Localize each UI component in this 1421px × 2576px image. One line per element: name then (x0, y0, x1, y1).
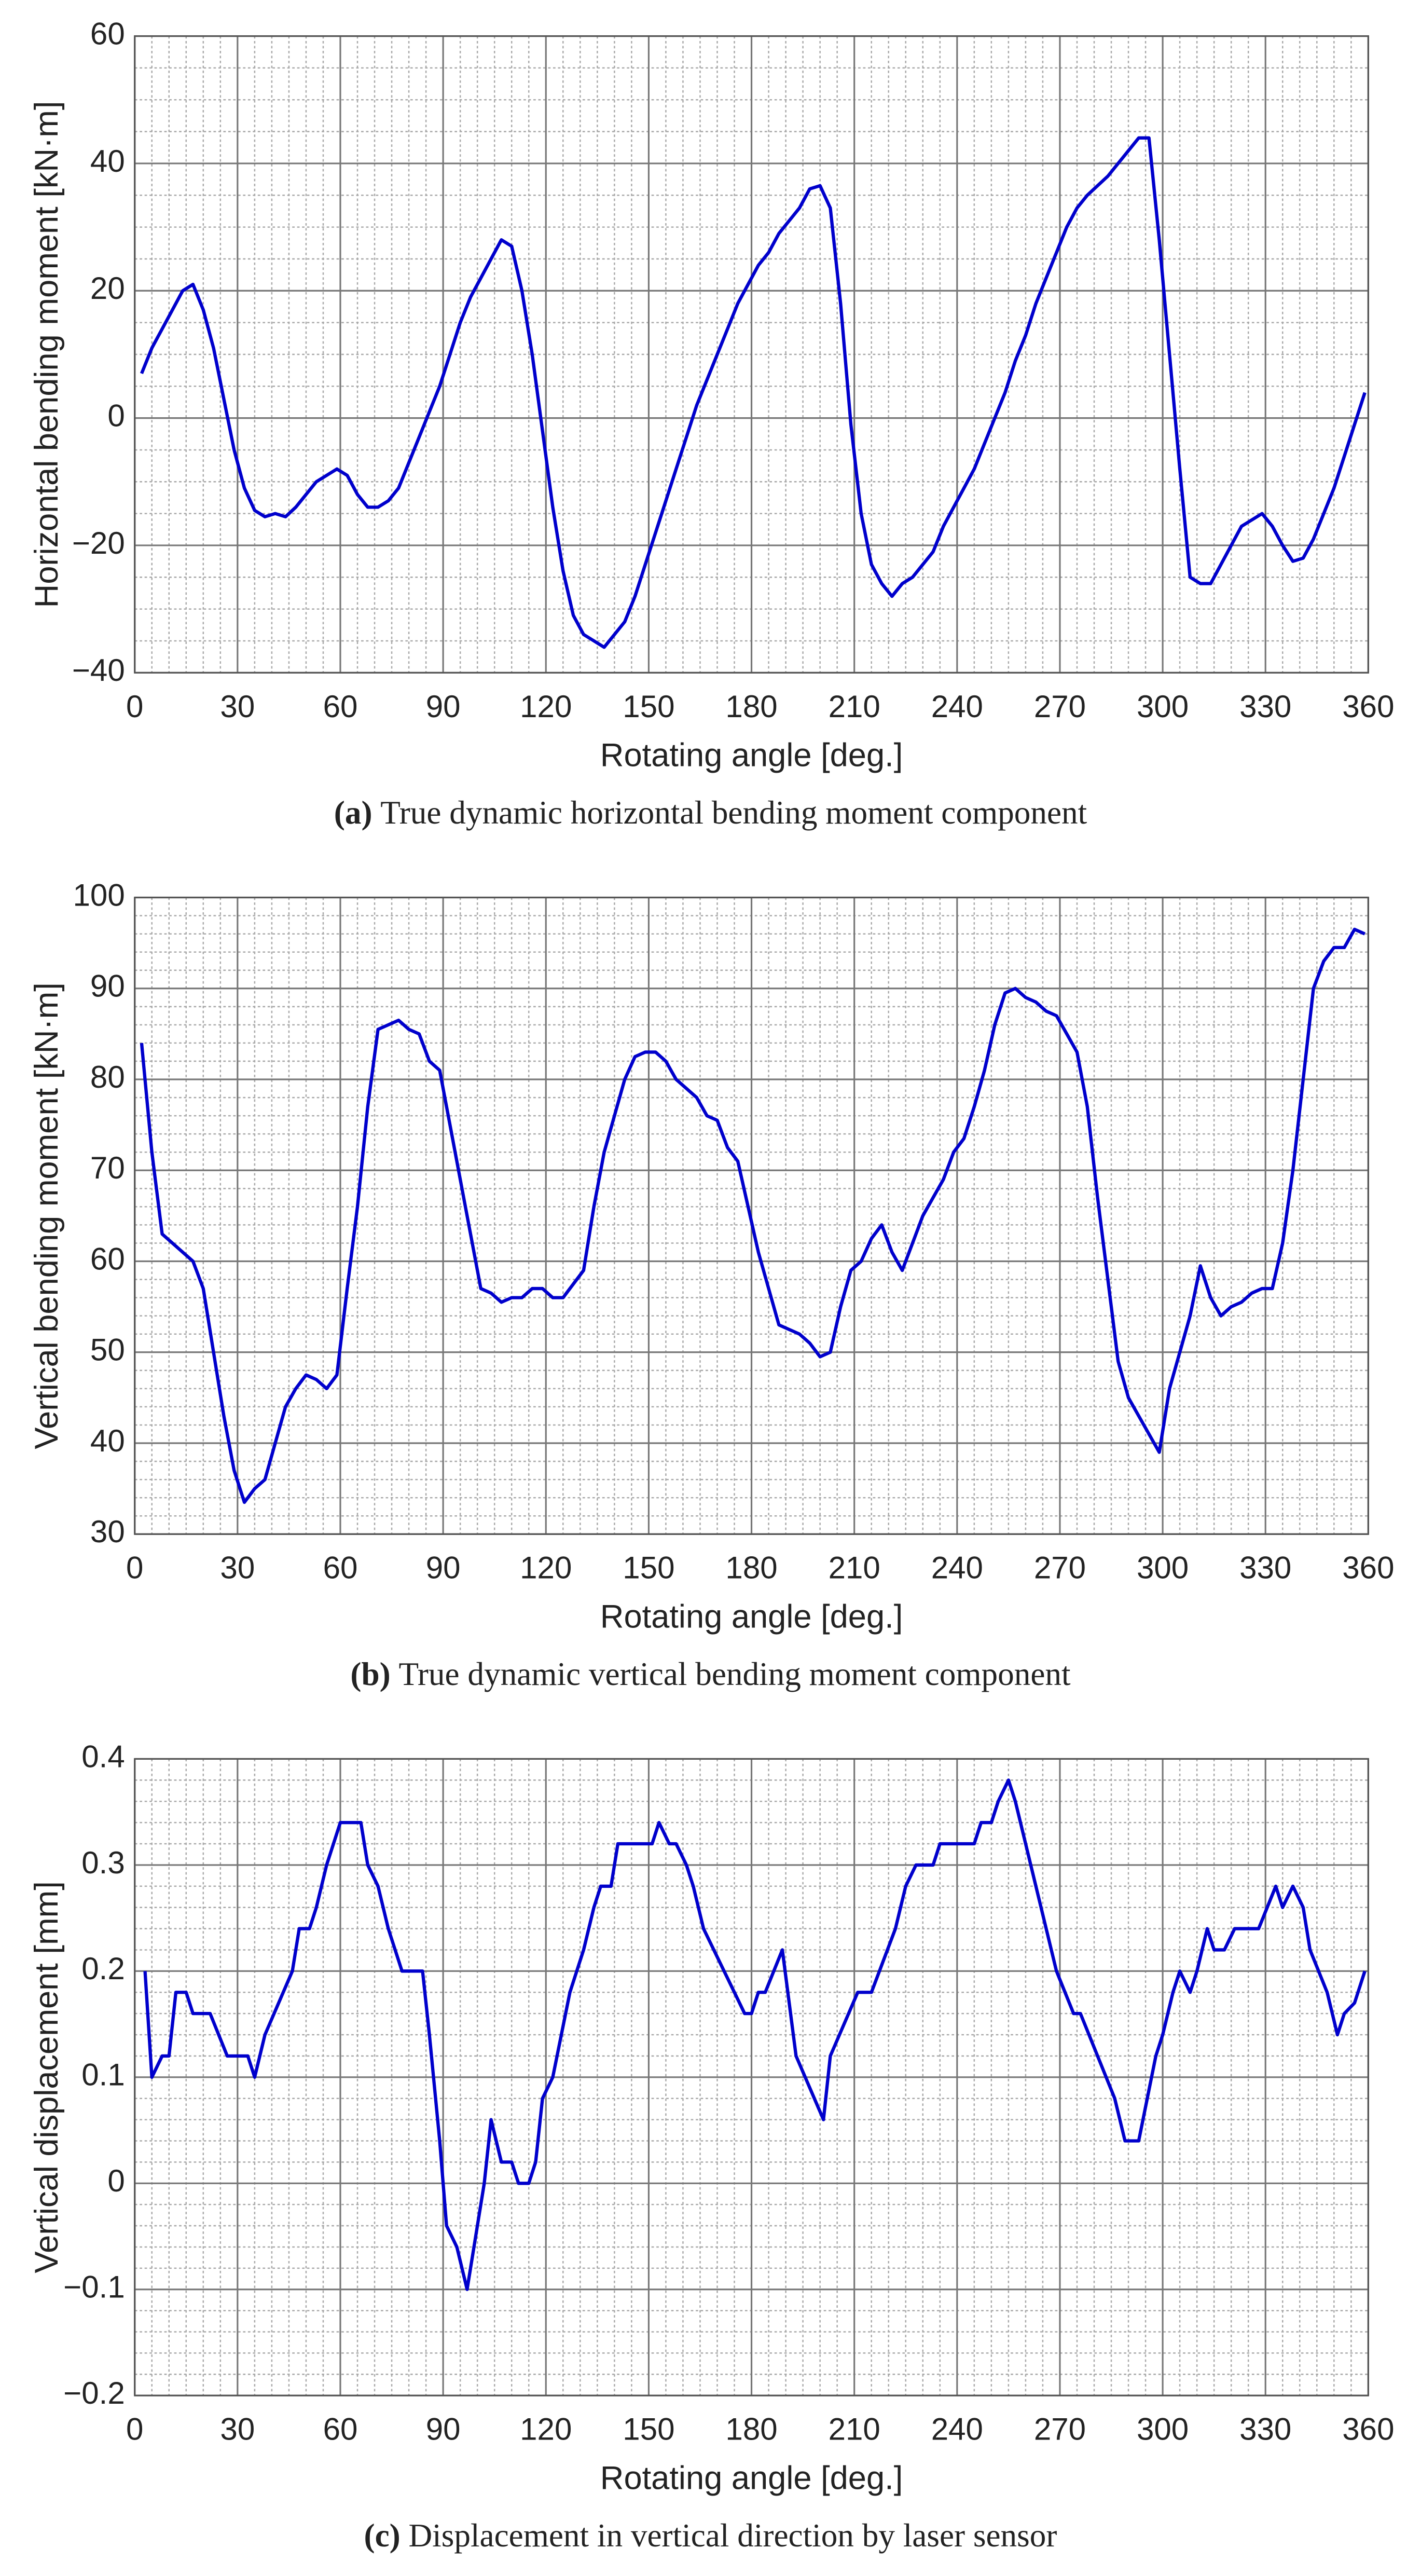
x-tick-label: 90 (426, 689, 461, 724)
y-tick-label: 0.3 (81, 1845, 125, 1880)
y-tick-label: −0.2 (63, 2376, 125, 2410)
x-tick-label: 270 (1034, 2412, 1086, 2447)
y-tick-label: 0.4 (81, 1739, 125, 1774)
caption-label: (a) (334, 794, 373, 831)
caption: (b) True dynamic vertical bending moment … (350, 1656, 1071, 1692)
caption-text: True dynamic horizontal bending moment c… (380, 794, 1087, 831)
x-tick-label: 120 (520, 689, 572, 724)
x-tick-label: 150 (623, 689, 674, 724)
data-line (140, 927, 1366, 1504)
x-tick-label: 300 (1137, 1551, 1189, 1585)
plot-frame (134, 35, 1369, 674)
x-tick-label: 0 (126, 2412, 143, 2447)
x-tick-label: 330 (1239, 1551, 1291, 1585)
x-tick-label: 30 (220, 689, 255, 724)
x-tick-label: 150 (623, 2412, 674, 2447)
x-tick-label: 300 (1137, 2412, 1189, 2447)
data-line (143, 1778, 1367, 2291)
x-tick-label: 0 (126, 689, 143, 724)
y-axis-label: Vertical bending moment [kN·m] (29, 982, 65, 1449)
plot-frame (134, 896, 1369, 1535)
x-tick-label: 270 (1034, 1551, 1086, 1585)
chart-panel: 0 30 60 90 120 150 180 210 240 270 300 330 360 −40 −20… (29, 16, 1394, 831)
x-tick-label: 360 (1342, 1551, 1394, 1585)
data-line (140, 136, 1367, 649)
y-tick-label: 50 (90, 1333, 125, 1367)
x-tick-label: 90 (426, 2412, 461, 2447)
x-tick-label: 180 (725, 689, 777, 724)
x-tick-label: 60 (323, 689, 358, 724)
chart-panel: 0 30 60 90 120 150 180 210 240 270 300 330 360304050… (29, 878, 1394, 1692)
x-tick-label: 30 (220, 1551, 255, 1585)
x-axis-label: Rotating angle [deg.] (600, 737, 903, 774)
y-tick-label: 40 (90, 144, 125, 179)
x-tick-label: 270 (1034, 689, 1086, 724)
y-axis-label: Vertical displacement [mm] (29, 1881, 65, 2273)
x-tick-label: 240 (931, 1551, 983, 1585)
caption-text: Displacement in vertical direction by la… (409, 2517, 1057, 2554)
y-tick-label: −20 (72, 526, 125, 560)
x-tick-label: 0 (126, 1551, 143, 1585)
y-tick-label: 0.2 (81, 1951, 125, 1986)
y-tick-label: 20 (90, 271, 125, 306)
x-tick-label: 180 (725, 2412, 777, 2447)
caption-text: True dynamic vertical bending moment com… (398, 1656, 1071, 1692)
y-tick-label: 30 (90, 1514, 125, 1549)
caption: (c) Displacement in vertical direction by… (364, 2517, 1057, 2554)
y-tick-label: 80 (90, 1060, 125, 1094)
x-tick-label: 300 (1137, 689, 1189, 724)
y-tick-label: 40 (90, 1423, 125, 1458)
caption: (a) True dynamic horizontal bending momen… (334, 794, 1087, 831)
y-tick-label: 0 (107, 398, 125, 433)
y-tick-label: −40 (72, 653, 125, 688)
plot-frame (134, 1758, 1369, 2396)
y-tick-label: 0.1 (81, 2058, 125, 2092)
y-tick-label: 60 (90, 1241, 125, 1276)
x-tick-label: 360 (1342, 2412, 1394, 2447)
caption-label: (b) (350, 1656, 390, 1692)
x-axis-label: Rotating angle [deg.] (600, 1598, 903, 1635)
x-axis-label: Rotating angle [deg.] (600, 2460, 903, 2496)
x-tick-label: 120 (520, 2412, 572, 2447)
x-tick-label: 240 (931, 2412, 983, 2447)
x-tick-label: 330 (1239, 689, 1291, 724)
chart-panel: 0 30 60 90 120 150 180 210 240 270 300 330 360 −0.2 −0… (29, 1739, 1394, 2554)
caption-label: (c) (364, 2517, 401, 2554)
x-tick-label: 150 (623, 1551, 674, 1585)
y-tick-label: 60 (90, 16, 125, 51)
y-tick-label: −0.1 (63, 2270, 125, 2305)
x-tick-label: 330 (1239, 2412, 1291, 2447)
x-tick-label: 90 (426, 1551, 461, 1585)
y-tick-label: 70 (90, 1150, 125, 1185)
y-tick-label: 90 (90, 969, 125, 1004)
x-tick-label: 360 (1342, 689, 1394, 724)
x-tick-label: 180 (725, 1551, 777, 1585)
x-tick-label: 210 (829, 689, 880, 724)
y-axis-label: Horizontal bending moment [kN·m] (29, 101, 65, 608)
x-tick-label: 210 (829, 1551, 880, 1585)
x-tick-label: 120 (520, 1551, 572, 1585)
x-tick-label: 240 (931, 689, 983, 724)
x-tick-label: 60 (323, 2412, 358, 2447)
x-tick-label: 210 (829, 2412, 880, 2447)
y-tick-label: 100 (73, 878, 125, 912)
x-tick-label: 60 (323, 1551, 358, 1585)
y-tick-label: 0 (107, 2163, 125, 2198)
x-tick-label: 30 (220, 2412, 255, 2447)
